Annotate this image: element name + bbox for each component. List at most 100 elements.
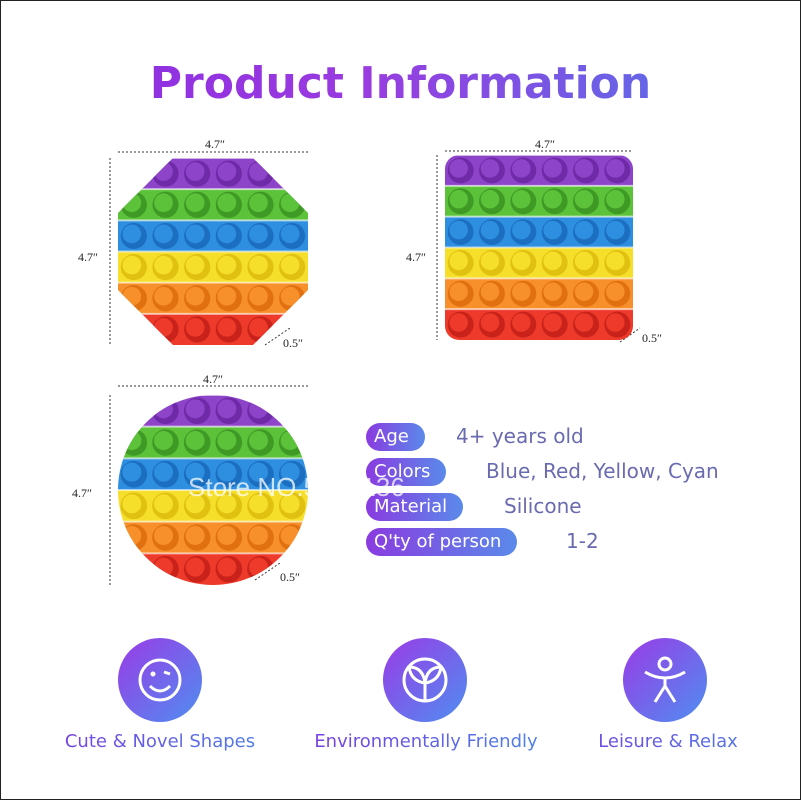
color-band xyxy=(118,458,308,490)
bubble-highlight xyxy=(512,282,531,301)
bubble-highlight xyxy=(122,462,142,482)
bubble-highlight xyxy=(185,526,205,545)
bubble-highlight xyxy=(543,159,562,178)
bubble-highlight xyxy=(122,224,142,244)
bubble-highlight xyxy=(449,220,468,240)
bubble-highlight xyxy=(217,399,237,419)
feature-label: Leisure & Relax xyxy=(538,731,798,752)
bubble-highlight xyxy=(512,313,531,332)
bubble-highlight xyxy=(185,557,205,577)
bubble-highlight xyxy=(606,190,625,209)
bubble-highlight xyxy=(480,159,500,178)
spec-label: Q'ty of person xyxy=(366,528,518,556)
bubble-highlight xyxy=(217,318,237,337)
bubble-highlight xyxy=(217,462,237,482)
dimension-label: 4.7″ xyxy=(406,250,426,264)
bubble-highlight xyxy=(122,399,142,419)
bubble-highlight xyxy=(512,220,531,240)
color-band xyxy=(445,278,633,310)
bubble-highlight xyxy=(122,431,142,450)
bubble-highlight xyxy=(249,399,268,419)
bubble-highlight xyxy=(217,526,237,545)
bubble-highlight xyxy=(154,286,173,306)
bubble-highlight xyxy=(154,399,173,419)
bubble-highlight xyxy=(185,399,205,419)
color-band xyxy=(118,426,308,459)
pop-it-toy xyxy=(445,155,633,340)
color-band xyxy=(118,251,308,283)
bubble-highlight xyxy=(512,251,531,271)
bubble-highlight xyxy=(280,318,300,337)
spec-value: 1-2 xyxy=(566,529,599,553)
bubble xyxy=(120,397,148,425)
bubble-highlight xyxy=(280,286,300,306)
bubble-highlight xyxy=(154,255,173,275)
bubble-highlight xyxy=(249,193,268,213)
bubble-highlight xyxy=(480,251,500,271)
color-band xyxy=(445,185,633,217)
bubble-highlight xyxy=(280,193,300,213)
bubble-highlight xyxy=(249,462,268,482)
bubble-highlight xyxy=(249,255,268,275)
bubble-highlight xyxy=(217,286,237,306)
color-band xyxy=(445,216,633,248)
bubble-highlight xyxy=(512,190,531,209)
bubble-highlight xyxy=(280,526,300,545)
color-band xyxy=(445,309,633,340)
bubble-highlight xyxy=(606,313,625,332)
bubble-highlight xyxy=(154,526,173,545)
bubble-highlight xyxy=(574,220,594,240)
bubble-highlight xyxy=(122,162,142,181)
bubble-highlight xyxy=(574,282,594,301)
bubble-highlight xyxy=(249,526,268,545)
bubble-highlight xyxy=(449,251,468,271)
bubble-highlight xyxy=(543,220,562,240)
bubble-highlight xyxy=(154,318,173,337)
color-band xyxy=(118,521,308,554)
spec-label: Material xyxy=(366,493,464,521)
bubble-highlight xyxy=(185,462,205,482)
bubble-highlight xyxy=(606,220,625,240)
bubble-highlight xyxy=(249,318,268,337)
bubble-highlight xyxy=(249,431,268,450)
bubble-highlight xyxy=(122,494,142,514)
bubble xyxy=(120,316,147,343)
color-band xyxy=(118,490,308,522)
dimension-label: 4.7″ xyxy=(203,372,223,386)
bubble-highlight xyxy=(512,159,531,178)
bubble-highlight xyxy=(217,162,237,181)
bubble-highlight xyxy=(280,494,300,514)
bubble-highlight xyxy=(543,282,562,301)
bubble xyxy=(120,555,148,583)
bubble-highlight xyxy=(249,494,268,514)
bubble-highlight xyxy=(480,190,500,209)
bubble-highlight xyxy=(154,193,173,213)
bubble-highlight xyxy=(185,255,205,275)
bubble-highlight xyxy=(154,557,173,577)
spec-label: Colors xyxy=(366,458,447,486)
bubble-highlight xyxy=(280,431,300,450)
bubble-highlight xyxy=(249,162,268,181)
bubble-highlight xyxy=(154,431,173,450)
bubble-highlight xyxy=(280,162,300,181)
pop-it-toy xyxy=(118,395,308,585)
bubble-highlight xyxy=(543,190,562,209)
bubble-highlight xyxy=(249,224,268,244)
dimension-label: 4.7″ xyxy=(78,250,98,264)
bubble-highlight xyxy=(543,313,562,332)
bubble-highlight xyxy=(122,286,142,306)
color-band xyxy=(118,220,308,252)
bubble-highlight xyxy=(217,255,237,275)
bubble-highlight xyxy=(185,318,205,337)
bubble-highlight xyxy=(574,313,594,332)
bubble-highlight xyxy=(185,224,205,244)
bubble-highlight xyxy=(122,526,142,545)
dimension-label: 4.7″ xyxy=(205,137,225,151)
feature-label: Cute & Novel Shapes xyxy=(30,731,290,752)
watermark: Store NO.5020136 xyxy=(188,472,405,502)
color-band xyxy=(118,189,308,221)
color-band xyxy=(445,247,633,279)
bubble-highlight xyxy=(122,557,142,577)
